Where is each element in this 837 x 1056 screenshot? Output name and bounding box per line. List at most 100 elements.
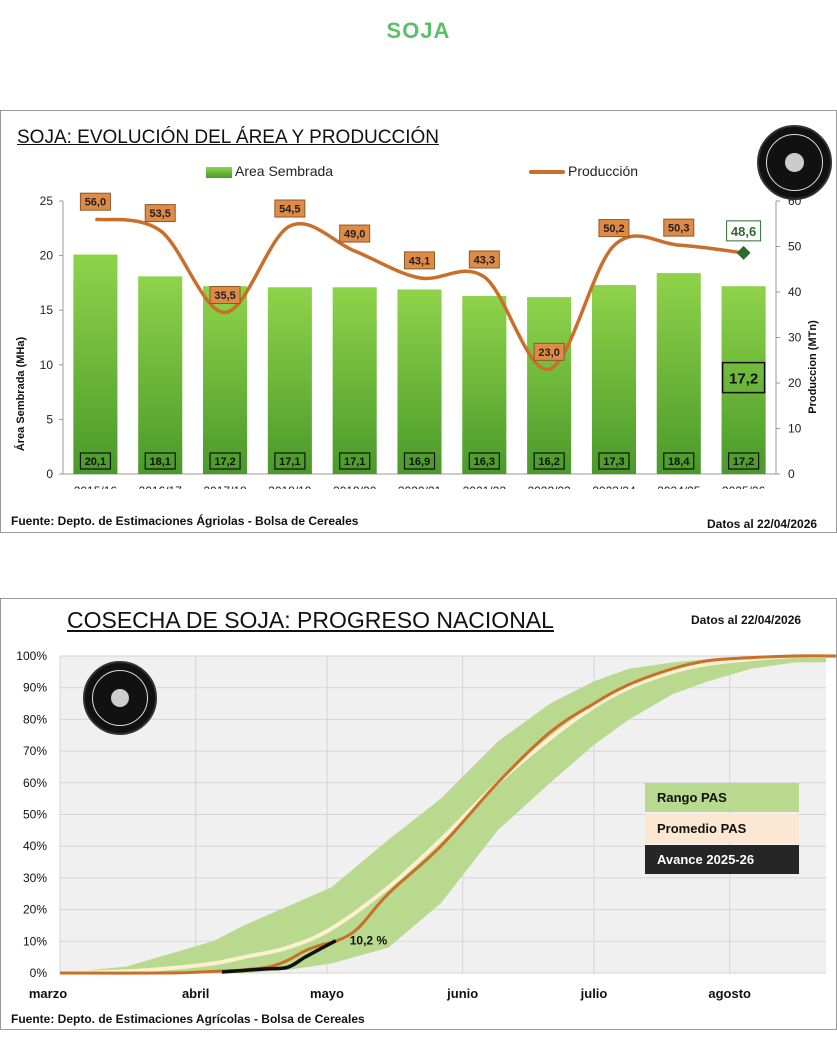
production-value-label: 49,0 [344, 229, 365, 241]
area-bar [397, 289, 442, 474]
x-tick-label: abril [182, 986, 209, 1001]
area-bar [591, 285, 636, 474]
page-title: SOJA [386, 18, 451, 43]
area-value-box [533, 452, 565, 470]
production-value-box [598, 219, 630, 238]
legend-area: Area Sembrada [206, 163, 333, 179]
area-value-label: 17,3 [603, 456, 624, 468]
x-tick-label: 2022/23 [527, 484, 571, 489]
area-value-label: 17,2 [733, 456, 754, 468]
highlight-area-label: 17,2 [729, 371, 758, 388]
production-value-box [209, 285, 241, 304]
y2-tick-label: 20 [788, 376, 802, 390]
area-production-panel: SOJA: EVOLUCIÓN DEL ÁREA Y PRODUCCIÓN Ar… [0, 110, 837, 533]
production-value-box [663, 218, 695, 237]
y-tick-label: 20% [23, 903, 47, 917]
x-tick-label: 2023/24 [592, 484, 636, 489]
y-tick-label: 20 [40, 249, 54, 263]
production-value-box [533, 342, 565, 361]
y2-tick-label: 50 [788, 240, 802, 254]
avance-2025-26-line [221, 939, 337, 974]
harvest-progress-panel: COSECHA DE SOJA: PROGRESO NACIONAL Datos… [0, 598, 837, 1030]
rango-pas-band [60, 656, 826, 973]
area-value-box [339, 452, 371, 470]
legend-area-label: Area Sembrada [235, 163, 334, 179]
x-tick-label: 2021/22 [463, 484, 507, 489]
area-value-box [468, 452, 500, 470]
y-tick-label: 10% [23, 934, 47, 948]
date-text: Datos al 22/04/2026 [707, 517, 818, 531]
x-tick-label: 2025/26 [722, 484, 766, 489]
production-last-marker [736, 245, 751, 260]
y-tick-label: 5 [46, 412, 53, 426]
legend-promedio-pas: Promedio PAS [645, 814, 799, 843]
x-tick-label: marzo [29, 986, 67, 1001]
x-tick-label: 2018/19 [268, 484, 312, 489]
y-tick-label: 70% [23, 744, 47, 758]
area-value-box [727, 452, 760, 470]
source-text-2: Fuente: Depto. de Estimaciones Agrícolas… [11, 1012, 365, 1026]
x-tick-label: 2016/17 [139, 484, 183, 489]
area-bar [267, 287, 312, 474]
area-value-label: 17,1 [279, 456, 300, 468]
y-tick-label: 60% [23, 776, 47, 790]
y-tick-label: 100% [16, 649, 47, 663]
production-value-label: 50,3 [668, 223, 689, 235]
production-value-label: 50,2 [603, 223, 624, 235]
area-bar [332, 287, 377, 474]
x-tick-label: 2017/18 [203, 484, 247, 489]
production-value-label: 43,3 [474, 254, 495, 266]
y-tick-label: 40% [23, 839, 47, 853]
y-tick-label: 90% [23, 681, 47, 695]
area-value-label: 20,1 [85, 456, 106, 468]
area-bar [656, 273, 701, 474]
production-value-label: 53,5 [150, 208, 171, 220]
production-value-box [339, 224, 371, 243]
area-value-box [663, 452, 695, 470]
bolsa-de-cereales-logo-icon [757, 125, 832, 200]
y-tick-label: 0% [30, 966, 48, 980]
y-tick-label: 25 [40, 194, 54, 208]
area-value-box [403, 452, 436, 470]
x-tick-label: junio [446, 986, 478, 1001]
production-value-label: 54,5 [279, 204, 300, 216]
y-axis-label-left: Área Sembrada (MHa) [15, 336, 27, 452]
highlight-area-box [721, 361, 766, 394]
x-tick-label: 2015/16 [74, 484, 118, 489]
y-axis-label-right: Produccion (MTn) [807, 320, 819, 414]
x-tick-label: 2020/21 [398, 484, 442, 489]
legend-avance: Avance 2025-26 [645, 845, 799, 874]
legend-production-label: Producción [568, 163, 639, 179]
x-tick-label: julio [580, 986, 608, 1001]
x-tick-label: agosto [708, 986, 751, 1001]
production-value-box [274, 199, 306, 218]
line-swatch-icon [529, 170, 565, 175]
bolsa-de-cereales-logo-icon [83, 661, 157, 735]
area-bar [721, 286, 766, 474]
y-tick-label: 50% [23, 808, 47, 822]
area-value-box [79, 452, 112, 470]
production-value-label: 56,0 [85, 197, 106, 209]
date-text-2: Datos al 22/04/2026 [691, 613, 802, 627]
area-bar [203, 286, 248, 474]
y-tick-label: 30% [23, 871, 47, 885]
x-tick-label: 2019/20 [333, 484, 377, 489]
production-value-box [404, 251, 435, 270]
area-value-box [209, 452, 241, 470]
area-value-box [598, 452, 630, 470]
production-value-label: 43,1 [409, 255, 430, 267]
area-bar [138, 276, 183, 474]
area-value-label: 16,2 [538, 456, 559, 468]
production-value-box [79, 192, 111, 211]
y2-tick-label: 0 [788, 467, 795, 481]
y2-tick-label: 60 [788, 194, 802, 208]
production-value-box [726, 220, 762, 242]
source-text: Fuente: Depto. de Estimaciones Ágriolas … [11, 514, 359, 528]
area-value-label: 18,1 [150, 456, 171, 468]
production-value-label: 48,6 [731, 224, 756, 239]
production-value-label: 35,5 [214, 290, 235, 302]
y-tick-label: 10 [40, 358, 54, 372]
area-bar [527, 297, 572, 474]
production-value-box [144, 204, 176, 223]
y2-tick-label: 40 [788, 285, 802, 299]
